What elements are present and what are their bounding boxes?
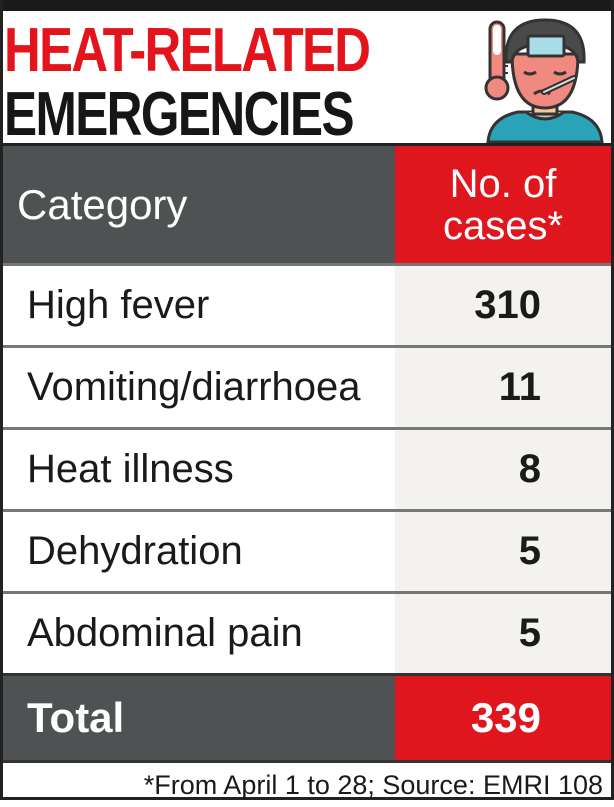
row-cases: 8 [395,430,611,509]
row-category: High fever [3,266,395,345]
title-line-1: HEAT-RELATED [4,16,371,85]
row-cases: 310 [395,266,611,345]
page-title: HEAT-RELATED EMERGENCIES [4,20,450,146]
table-row: Abdominal pain 5 [3,591,611,673]
total-row: Total 339 [3,673,611,760]
sick-person-with-thermometer-icon [478,14,614,144]
table-header: Category No. of cases* [3,143,611,263]
header-cases-line1: No. of [449,161,557,206]
total-value: 339 [395,676,611,760]
header-cases-line2: cases* [442,203,564,248]
table-row: Vomiting/diarrhoea 11 [3,345,611,427]
thermometer-icon [484,20,510,101]
header-category: Category [3,146,395,263]
row-category: Heat illness [3,430,395,509]
emergencies-table: Category No. of cases* High fever 310 Vo… [3,143,611,807]
row-category: Abdominal pain [3,594,395,673]
row-cases: 11 [395,348,611,427]
row-category: Dehydration [3,512,395,591]
footnote: *From April 1 to 28; Source: EMRI 108 [3,760,611,807]
table-row: High fever 310 [3,263,611,345]
header-cases: No. of cases* [395,146,611,263]
row-cases: 5 [395,594,611,673]
table-row: Dehydration 5 [3,509,611,591]
table-row: Heat illness 8 [3,427,611,509]
top-bar [0,0,614,11]
row-cases: 5 [395,512,611,591]
total-label: Total [3,676,395,760]
row-category: Vomiting/diarrhoea [3,348,395,427]
title-line-2: EMERGENCIES [4,80,355,149]
